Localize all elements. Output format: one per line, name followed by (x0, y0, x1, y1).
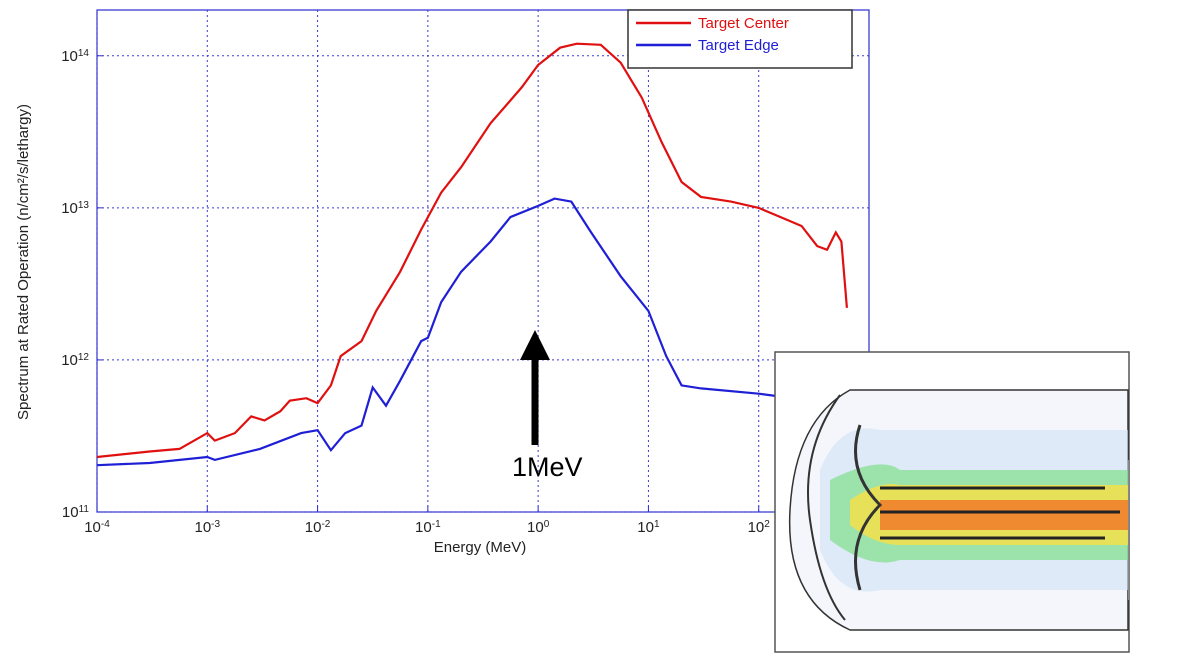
x-tick-label: 102 (748, 519, 771, 537)
x-axis-label: Energy (MeV) (434, 539, 527, 556)
y-tick-label-exp: 13 (78, 199, 90, 210)
y-tick-label-exp: 14 (78, 47, 90, 58)
y-tick-label: 1013 (61, 199, 89, 217)
x-tick-label-base: 10 (415, 519, 432, 536)
y-tick-label-base: 10 (61, 48, 78, 65)
x-tick-label-exp: 2 (764, 519, 770, 530)
legend: Target Center Target Edge (628, 10, 852, 68)
x-tick-label-base: 10 (637, 519, 654, 536)
x-tick-label-base: 10 (305, 519, 322, 536)
x-tick-label: 10-4 (84, 519, 110, 537)
y-tick-label-base: 10 (62, 504, 79, 521)
y-tick-label: 1014 (61, 47, 89, 65)
x-tick-label-exp: -2 (321, 519, 330, 530)
x-tick-label-base: 10 (748, 519, 765, 536)
x-tick-label: 10-3 (194, 519, 220, 537)
x-tick-label: 10-2 (305, 519, 331, 537)
x-tick-label-exp: -4 (101, 519, 110, 530)
x-tick-label-exp: -1 (432, 519, 441, 530)
y-tick-label-base: 10 (61, 200, 78, 217)
legend-label: Target Edge (698, 37, 779, 54)
x-tick-label-exp: 0 (544, 519, 550, 530)
y-tick-label-exp: 12 (78, 351, 90, 362)
x-tick-label-exp: 1 (654, 519, 660, 530)
x-tick-label: 100 (527, 519, 550, 537)
legend-bar (1128, 460, 1129, 600)
chart: Energy (MeV) Spectrum at Rated Operation… (0, 0, 1194, 660)
x-tick-label: 101 (637, 519, 660, 537)
legend-label: Target Center (698, 15, 789, 32)
x-tick-label-base: 10 (527, 519, 544, 536)
x-tick-label-base: 10 (194, 519, 211, 536)
inset-image (775, 352, 1129, 652)
y-axis-label: Spectrum at Rated Operation (n/cm²/s/let… (15, 104, 32, 420)
annotation: 1MeV (512, 452, 583, 482)
x-tick-label: 10-1 (415, 519, 441, 537)
plot-frame (97, 10, 869, 512)
x-tick-label-base: 10 (84, 519, 101, 536)
x-tick-label-exp: -3 (211, 519, 220, 530)
page: Energy (MeV) Spectrum at Rated Operation… (0, 0, 1194, 660)
y-tick-label-exp: 11 (79, 504, 90, 515)
flow-core (880, 500, 1128, 530)
y-tick-label: 1012 (61, 351, 89, 369)
y-tick-label-base: 10 (61, 352, 78, 369)
